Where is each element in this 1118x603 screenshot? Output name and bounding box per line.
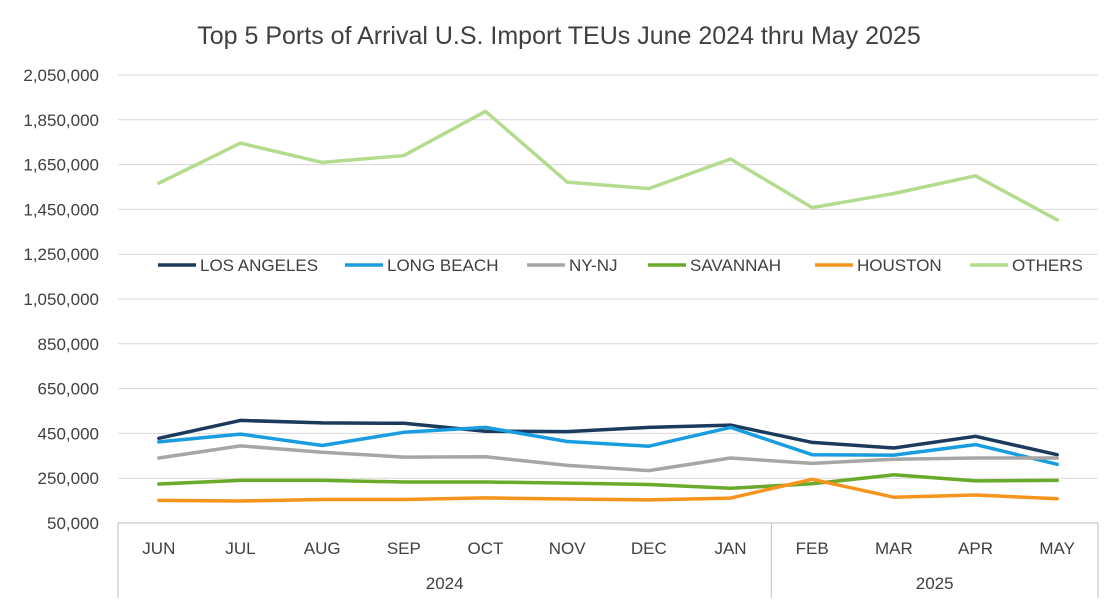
x-tick-label: AUG bbox=[304, 539, 341, 558]
y-tick-label: 50,000 bbox=[47, 514, 99, 533]
y-tick-label: 250,000 bbox=[38, 469, 99, 488]
series-lines bbox=[157, 109, 1059, 503]
series-line-ny-nj bbox=[157, 444, 1059, 473]
y-tick-label: 1,250,000 bbox=[23, 245, 99, 264]
chart-title: Top 5 Ports of Arrival U.S. Import TEUs … bbox=[197, 22, 921, 50]
y-axis: 50,000 250,000 450,000 650,000 850,000 1,050,… bbox=[23, 66, 99, 533]
series-line-savannah bbox=[157, 473, 1059, 491]
y-tick-label: 1,450,000 bbox=[23, 200, 99, 219]
legend-label-savannah: SAVANNAH bbox=[690, 256, 781, 275]
x-tick-label: FEB bbox=[796, 539, 829, 558]
y-tick-label: 2,050,000 bbox=[23, 66, 99, 85]
legend-label-los-angeles: LOS ANGELES bbox=[200, 256, 318, 275]
x-tick-label: JUL bbox=[225, 539, 255, 558]
gridlines bbox=[118, 74, 1098, 479]
x-tick-label: OCT bbox=[468, 539, 504, 558]
series-line-los-angeles bbox=[157, 418, 1059, 457]
y-tick-label: 850,000 bbox=[38, 335, 99, 354]
x-group-label: 2025 bbox=[916, 574, 954, 593]
series-line-others bbox=[157, 109, 1059, 222]
legend-label-others: OTHERS bbox=[1012, 256, 1083, 275]
y-tick-label: 650,000 bbox=[38, 380, 99, 399]
x-axis: JUN JUL AUG SEP OCT NOV DEC JAN FEB MAR APR MAY 2024… bbox=[117, 522, 1099, 598]
y-tick-label: 1,050,000 bbox=[23, 290, 99, 309]
x-tick-label: APR bbox=[958, 539, 993, 558]
x-group-label: 2024 bbox=[426, 574, 464, 593]
series-line-houston bbox=[157, 477, 1059, 503]
x-tick-label: JUN bbox=[142, 539, 175, 558]
legend-label-ny-nj: NY-NJ bbox=[569, 256, 618, 275]
x-tick-label: NOV bbox=[549, 539, 587, 558]
x-tick-label: MAR bbox=[875, 539, 913, 558]
y-tick-label: 1,650,000 bbox=[23, 156, 99, 175]
y-tick-label: 450,000 bbox=[38, 424, 99, 443]
legend-label-houston: HOUSTON bbox=[857, 256, 942, 275]
y-tick-label: 1,850,000 bbox=[23, 111, 99, 130]
series-line-long-beach bbox=[157, 425, 1059, 467]
x-tick-label: JAN bbox=[714, 539, 746, 558]
x-tick-label: MAY bbox=[1039, 539, 1075, 558]
x-tick-label: DEC bbox=[631, 539, 667, 558]
legend-label-long-beach: LONG BEACH bbox=[387, 256, 498, 275]
x-tick-label: SEP bbox=[387, 539, 421, 558]
legend: LOS ANGELES LONG BEACH NY-NJ SAVANNAH HOUSTO… bbox=[158, 256, 1083, 275]
